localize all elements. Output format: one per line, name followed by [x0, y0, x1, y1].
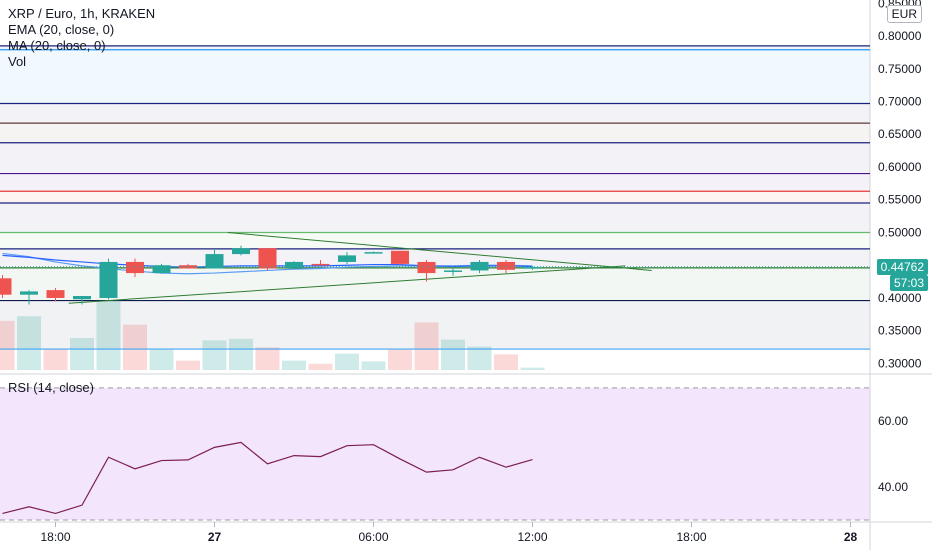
volume-bar-15 — [388, 349, 412, 370]
symbol-title[interactable]: XRP / Euro, 1h, KRAKEN — [8, 6, 156, 21]
level-zone-7 — [0, 203, 870, 233]
level-zone-5 — [0, 173, 870, 192]
volume-bar-11 — [282, 360, 306, 370]
volume-bar-18 — [467, 346, 492, 370]
candle-body-15 — [391, 250, 409, 264]
candle-body-14 — [364, 252, 383, 254]
price-tick-label: 0.65000 — [878, 127, 922, 141]
volume-indicator-label[interactable]: Vol — [8, 54, 27, 69]
volume-bar-0 — [0, 320, 15, 370]
candle-body-3 — [73, 296, 91, 300]
currency-button[interactable]: EUR — [886, 5, 922, 23]
trendline-0 — [227, 231, 652, 271]
candle-body-12 — [311, 263, 330, 266]
volume-bar-5 — [123, 324, 147, 370]
candle-body-11 — [285, 261, 303, 268]
price-pane — [0, 0, 870, 370]
volume-bar-3 — [70, 338, 94, 370]
price-tick-label: 0.75000 — [878, 62, 922, 76]
level-zone-2 — [0, 103, 870, 124]
time-tick-label: 06:00 — [358, 530, 388, 544]
level-zone-6 — [0, 191, 870, 204]
time-tick-label: 18:00 — [676, 530, 706, 544]
candle-body-17 — [444, 270, 462, 272]
volume-bar-2 — [43, 348, 68, 370]
time-tick-label: 27 — [208, 530, 222, 544]
volume-bar-20 — [520, 367, 545, 370]
level-zone-0 — [0, 45, 870, 50]
volume-bar-14 — [361, 361, 386, 370]
volume-bar-8 — [202, 340, 227, 370]
rsi-legend: RSI (14, close) — [8, 380, 94, 396]
volume-bar-6 — [149, 349, 174, 370]
level-zone-11 — [0, 300, 870, 350]
price-tick-label: 0.35000 — [878, 324, 922, 338]
candle-body-7 — [179, 265, 197, 269]
rsi-tick-label: 40.00 — [878, 480, 908, 494]
rsi-indicator-label[interactable]: RSI (14, close) — [8, 380, 94, 395]
candle-body-18 — [470, 261, 489, 271]
candle-body-6 — [152, 265, 171, 274]
level-zone-10 — [0, 267, 870, 301]
rsi-tick-label: 60.00 — [878, 414, 908, 428]
price-tick-label: 0.60000 — [878, 160, 922, 174]
time-tick-label: 28 — [844, 530, 858, 544]
level-zone-3 — [0, 123, 870, 143]
level-zone-8 — [0, 232, 870, 249]
candle-body-19 — [497, 261, 515, 270]
candle-body-1 — [20, 291, 38, 295]
volume-bar-4 — [96, 299, 121, 370]
candle-body-2 — [46, 290, 65, 298]
candle-body-8 — [205, 254, 224, 269]
time-tick-label: 12:00 — [517, 530, 547, 544]
candle-body-0 — [0, 278, 12, 295]
volume-bar-10 — [255, 347, 280, 370]
trendline-1 — [68, 265, 626, 304]
candle-body-4 — [99, 261, 118, 298]
level-zone-1 — [0, 49, 870, 104]
chart-legend: XRP / Euro, 1h, KRAKEN EMA (20, close, 0… — [8, 6, 155, 70]
candle-body-10 — [258, 248, 277, 269]
bar-countdown-badge: 57:03 — [889, 274, 928, 291]
candle-body-20 — [523, 267, 542, 269]
price-tick-label: 0.80000 — [878, 29, 922, 43]
rsi-band-fill — [0, 387, 870, 520]
price-tick-label: 0.40000 — [878, 291, 922, 305]
volume-bar-7 — [176, 360, 200, 370]
price-tick-label: 0.70000 — [878, 95, 922, 109]
rsi-line — [2, 441, 533, 515]
candle-body-16 — [417, 261, 436, 274]
volume-bar-1 — [17, 316, 41, 370]
ema-indicator-label[interactable]: EMA (20, close, 0) — [8, 22, 115, 37]
volume-bar-17 — [441, 339, 465, 370]
last-price-badge: 0.44762 — [876, 258, 928, 275]
candle-body-13 — [338, 255, 356, 262]
volume-bar-16 — [414, 322, 439, 370]
price-tick-label: 0.55000 — [878, 193, 922, 207]
level-zone-4 — [0, 142, 870, 174]
candle-body-9 — [232, 248, 250, 255]
volume-bar-12 — [308, 363, 333, 370]
time-tick-label: 18:00 — [40, 530, 70, 544]
ma-indicator-label[interactable]: MA (20, close, 0) — [8, 38, 106, 53]
price-tick-label: 0.30000 — [878, 356, 922, 370]
volume-bar-13 — [335, 353, 359, 370]
price-tick-label: 0.50000 — [878, 225, 922, 239]
volume-bar-9 — [229, 338, 253, 370]
candle-body-5 — [126, 261, 144, 274]
volume-bar-19 — [494, 354, 518, 370]
